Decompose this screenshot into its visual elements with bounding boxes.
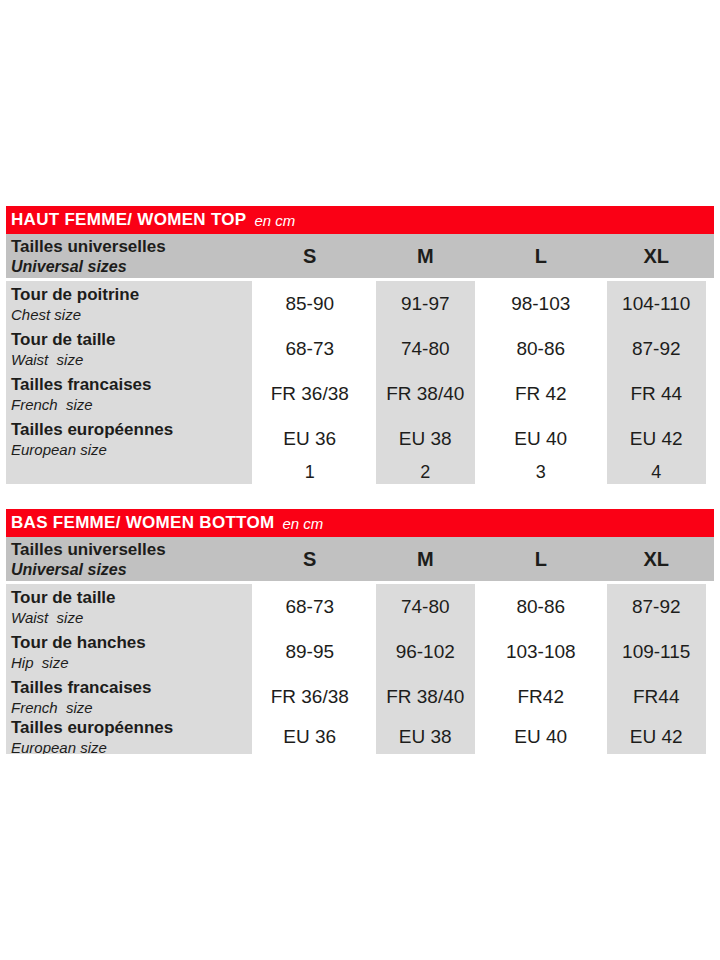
- size-value-cell: EU 42: [607, 416, 707, 461]
- row-label-en: European size: [11, 440, 252, 459]
- table-row: Tour de hanches Hip size 89-95 96-102 10…: [6, 629, 714, 674]
- column-header-l: L: [483, 234, 599, 278]
- table-row: Tailles européennes European size EU 36 …: [6, 719, 714, 754]
- size-value-cell: FR 36/38: [260, 371, 360, 416]
- unit-label: en cm: [254, 212, 295, 229]
- unit-label: en cm: [282, 515, 323, 532]
- size-value-cell: EU 40: [491, 416, 591, 461]
- header-label-en: Universal sizes: [11, 560, 252, 579]
- size-value-cell: EU 40: [491, 719, 591, 754]
- row-label-fr: Tailles francaises: [11, 677, 252, 698]
- size-value-cell: EU 36: [260, 416, 360, 461]
- header-label-en: Universal sizes: [11, 257, 252, 276]
- row-label: [6, 461, 252, 484]
- row-label-en: French size: [11, 395, 252, 414]
- size-value-cell: EU 38: [376, 416, 476, 461]
- column-header-xl: XL: [599, 234, 715, 278]
- size-value-cell: 103-108: [491, 629, 591, 674]
- row-label-en: Hip size: [11, 653, 252, 672]
- size-value-cell: 68-73: [260, 584, 360, 629]
- size-value-cell: FR42: [491, 674, 591, 719]
- size-value-cell: 98-103: [491, 281, 591, 326]
- table-title-bar: HAUT FEMME/ WOMEN TOP en cm: [6, 206, 714, 234]
- size-value-cell: 80-86: [491, 584, 591, 629]
- table-row: 1 2 3 4: [6, 461, 714, 484]
- size-value-cell: EU 36: [260, 719, 360, 754]
- row-label: Tour de taille Waist size: [6, 584, 252, 629]
- row-label: Tailles francaises French size: [6, 371, 252, 416]
- size-value-cell: 2: [376, 461, 476, 484]
- row-label-en: French size: [11, 698, 252, 717]
- header-label-fr: Tailles universelles: [11, 236, 252, 257]
- size-value-cell: FR 36/38: [260, 674, 360, 719]
- table-header-row: Tailles universelles Universal sizes S M…: [6, 234, 714, 281]
- size-value-cell: 109-115: [607, 629, 707, 674]
- column-header-l: L: [483, 537, 599, 581]
- header-label: Tailles universelles Universal sizes: [6, 537, 252, 581]
- row-label: Tailles européennes European size: [6, 416, 252, 461]
- women-top-table: HAUT FEMME/ WOMEN TOP en cm Tailles univ…: [6, 206, 714, 484]
- table-row: Tailles francaises French size FR 36/38 …: [6, 674, 714, 719]
- column-header-xl: XL: [599, 537, 715, 581]
- row-label: Tailles francaises French size: [6, 674, 252, 719]
- table-row: Tailles européennes European size EU 36 …: [6, 416, 714, 461]
- size-value-cell: 68-73: [260, 326, 360, 371]
- row-label-en: Waist size: [11, 350, 252, 369]
- women-bottom-table: BAS FEMME/ WOMEN BOTTOM en cm Tailles un…: [6, 509, 714, 754]
- header-label: Tailles universelles Universal sizes: [6, 234, 252, 278]
- column-header-s: S: [252, 234, 368, 278]
- table-row: Tour de taille Waist size 68-73 74-80 80…: [6, 584, 714, 629]
- row-label-fr: Tailles européennes: [11, 419, 252, 440]
- row-label: Tour de taille Waist size: [6, 326, 252, 371]
- table-title: BAS FEMME/ WOMEN BOTTOM: [11, 513, 274, 533]
- row-label-en: Waist size: [11, 608, 252, 627]
- row-label-fr: Tour de taille: [11, 587, 252, 608]
- column-header-s: S: [252, 537, 368, 581]
- size-value-cell: 74-80: [376, 326, 476, 371]
- size-value-cell: 87-92: [607, 326, 707, 371]
- size-value-cell: FR 38/40: [376, 674, 476, 719]
- table-header-row: Tailles universelles Universal sizes S M…: [6, 537, 714, 584]
- column-header-m: M: [368, 537, 484, 581]
- size-value-cell: 87-92: [607, 584, 707, 629]
- size-value-cell: 104-110: [607, 281, 707, 326]
- size-value-cell: EU 42: [607, 719, 707, 754]
- row-label-fr: Tailles francaises: [11, 374, 252, 395]
- size-guide-page: HAUT FEMME/ WOMEN TOP en cm Tailles univ…: [0, 0, 720, 754]
- table-title: HAUT FEMME/ WOMEN TOP: [11, 210, 246, 230]
- row-label-en: Chest size: [11, 305, 252, 324]
- row-label-fr: Tour de poitrine: [11, 284, 252, 305]
- size-value-cell: 74-80: [376, 584, 476, 629]
- row-label: Tailles européennes European size: [6, 719, 252, 754]
- size-value-cell: 85-90: [260, 281, 360, 326]
- size-value-cell: 89-95: [260, 629, 360, 674]
- size-value-cell: 4: [607, 461, 707, 484]
- size-value-cell: FR 42: [491, 371, 591, 416]
- row-label-en: European size: [11, 738, 252, 755]
- row-label-fr: Tour de taille: [11, 329, 252, 350]
- size-value-cell: 3: [491, 461, 591, 484]
- size-value-cell: FR 38/40: [376, 371, 476, 416]
- table-row: Tour de poitrine Chest size 85-90 91-97 …: [6, 281, 714, 326]
- row-label: Tour de hanches Hip size: [6, 629, 252, 674]
- table-row: Tour de taille Waist size 68-73 74-80 80…: [6, 326, 714, 371]
- size-value-cell: FR44: [607, 674, 707, 719]
- column-header-m: M: [368, 234, 484, 278]
- table-title-bar: BAS FEMME/ WOMEN BOTTOM en cm: [6, 509, 714, 537]
- row-label-fr: Tour de hanches: [11, 632, 252, 653]
- row-label: Tour de poitrine Chest size: [6, 281, 252, 326]
- table-row: Tailles francaises French size FR 36/38 …: [6, 371, 714, 416]
- size-value-cell: 91-97: [376, 281, 476, 326]
- size-value-cell: 96-102: [376, 629, 476, 674]
- header-label-fr: Tailles universelles: [11, 539, 252, 560]
- size-value-cell: EU 38: [376, 719, 476, 754]
- size-value-cell: 80-86: [491, 326, 591, 371]
- size-value-cell: 1: [260, 461, 360, 484]
- row-label-fr: Tailles européennes: [11, 719, 252, 738]
- size-value-cell: FR 44: [607, 371, 707, 416]
